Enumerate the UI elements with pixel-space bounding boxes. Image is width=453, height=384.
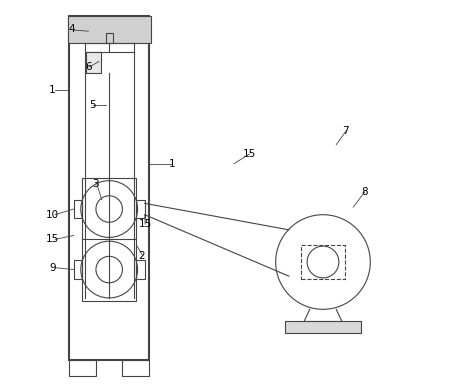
Bar (67, 16, 151, 43)
Bar (82, 178, 136, 301)
Bar (69, 16, 149, 361)
Text: 15: 15 (46, 234, 59, 244)
Bar (285, 321, 361, 333)
Text: 5: 5 (89, 100, 96, 110)
Text: 8: 8 (361, 187, 368, 197)
Bar (87, 52, 101, 73)
Bar (301, 245, 345, 280)
Text: 1: 1 (49, 85, 56, 95)
Text: 4: 4 (68, 24, 75, 34)
Bar (69, 361, 96, 376)
Bar (136, 260, 145, 279)
Text: 2: 2 (138, 252, 145, 262)
Text: 7: 7 (342, 126, 349, 136)
Text: 3: 3 (92, 179, 99, 189)
Text: 9: 9 (49, 263, 56, 273)
Bar (73, 200, 82, 218)
Text: 15: 15 (243, 149, 256, 159)
Text: 6: 6 (85, 62, 92, 72)
Bar (106, 33, 113, 43)
Bar (122, 361, 149, 376)
Bar (136, 200, 145, 218)
Text: 10: 10 (46, 210, 59, 220)
Text: 15: 15 (139, 219, 152, 229)
Bar (73, 260, 82, 279)
Text: 1: 1 (169, 159, 175, 169)
